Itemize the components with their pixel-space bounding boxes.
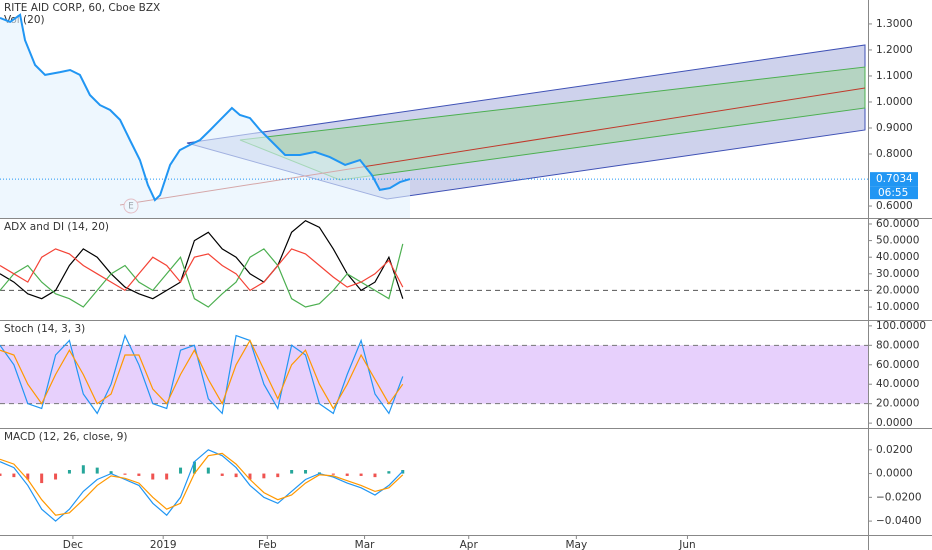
countdown-box <box>870 186 918 200</box>
x-tick-label: 2019 <box>150 539 177 550</box>
y-tick-label: 40.0000 <box>876 251 919 263</box>
y-tick-label: 0.6000 <box>876 200 913 212</box>
y-tick-label: −0.0200 <box>876 491 922 503</box>
y-tick-label: 30.0000 <box>876 268 919 280</box>
y-tick-label: 0.0000 <box>876 468 913 480</box>
indicator-line <box>0 333 404 415</box>
histogram-bar <box>206 467 210 474</box>
y-tick-label: 1.1000 <box>876 70 913 82</box>
last-price-label: 0.7034 <box>876 173 913 185</box>
price-line <box>0 13 411 202</box>
histogram-bar <box>0 473 2 476</box>
indicator-line <box>0 452 404 516</box>
histogram-bar <box>262 473 266 479</box>
y-tick-label: 1.0000 <box>876 96 913 108</box>
indicator-line <box>0 449 404 522</box>
y-tick-label: 10.0000 <box>876 301 919 313</box>
indicator-line <box>0 339 404 410</box>
panel-title: ADX and DI (14, 20) <box>4 221 109 233</box>
histogram-bar <box>95 467 99 474</box>
price-area <box>0 14 410 218</box>
histogram-bar <box>359 473 363 476</box>
y-tick-label: 1.3000 <box>876 18 913 30</box>
histogram-bar <box>165 473 169 480</box>
y-tick-label: 60.0000 <box>876 359 919 371</box>
x-tick-label: Feb <box>258 539 277 550</box>
x-tick-label: May <box>565 539 587 550</box>
y-tick-label: 0.0000 <box>876 417 913 429</box>
x-tick-label: Mar <box>355 539 375 550</box>
histogram-bar <box>26 473 30 480</box>
histogram-bar <box>137 473 141 476</box>
histogram-bar <box>40 473 44 484</box>
y-tick-label: 50.0000 <box>876 235 919 247</box>
histogram-bar <box>234 473 238 478</box>
indicator-line <box>0 248 404 292</box>
y-tick-label: 0.8000 <box>876 148 913 160</box>
histogram-bar <box>345 473 349 476</box>
histogram-bar <box>387 471 391 474</box>
x-tick-label: Dec <box>63 539 84 550</box>
y-tick-label: −0.0400 <box>876 515 922 527</box>
y-tick-label: 20.0000 <box>876 284 919 296</box>
x-tick-label: Jun <box>678 539 695 550</box>
y-tick-label: 0.0200 <box>876 444 913 456</box>
histogram-bar <box>12 473 16 478</box>
y-tick-label: 20.0000 <box>876 398 919 410</box>
y-tick-label: 80.0000 <box>876 339 919 351</box>
y-tick-label: 1.2000 <box>876 44 913 56</box>
x-tick-label: Apr <box>460 539 479 550</box>
y-tick-label: 0.9000 <box>876 122 913 134</box>
y-tick-label: 40.0000 <box>876 378 919 390</box>
histogram-bar <box>151 473 155 480</box>
histogram-bar <box>276 473 280 478</box>
histogram-bar <box>331 473 335 475</box>
histogram-bar <box>179 467 183 474</box>
histogram-bar <box>220 473 224 476</box>
histogram-bar <box>81 465 85 474</box>
histogram-bar <box>304 469 308 474</box>
histogram-bar <box>192 461 196 474</box>
indicator-line <box>0 219 404 300</box>
panel-title: RITE AID CORP, 60, Cboe BZX <box>4 2 160 14</box>
histogram-bar <box>248 473 252 480</box>
histogram-bar <box>123 473 127 475</box>
panel-title: Stoch (14, 3, 3) <box>4 323 85 335</box>
y-tick-label: 100.0000 <box>876 320 926 332</box>
histogram-bar <box>290 469 294 474</box>
histogram-bar <box>373 473 377 478</box>
histogram-bar <box>67 469 71 474</box>
y-tick-label: 60.0000 <box>876 218 919 230</box>
histogram-bar <box>109 471 113 474</box>
indicator-line <box>0 243 404 308</box>
countdown-label: 06:55 <box>878 187 908 199</box>
histogram-bar <box>317 472 321 474</box>
stoch-band <box>0 345 868 404</box>
panel-title: MACD (12, 26, close, 9) <box>4 431 127 443</box>
histogram-bar <box>54 473 58 480</box>
last-price-box <box>870 172 918 187</box>
